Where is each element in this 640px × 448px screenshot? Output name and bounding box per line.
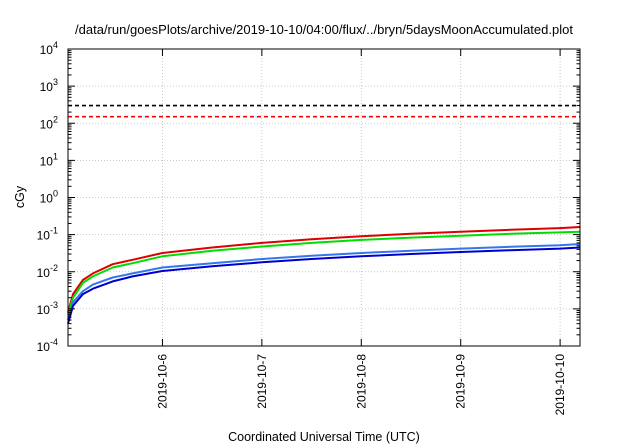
- y-tick-base: 10: [40, 192, 54, 206]
- y-tick-base: 10: [40, 154, 54, 168]
- y-tick-label: 104: [40, 40, 58, 57]
- y-tick-base: 10: [40, 80, 54, 94]
- y-tick-label: 10-3: [37, 300, 58, 317]
- x-tick-label: 2019-10-7: [255, 354, 269, 409]
- y-tick-base: 10: [37, 340, 51, 354]
- y-tick-label: 100: [40, 189, 58, 206]
- series-line: [67, 243, 581, 321]
- x-tick-label: 2019-10-9: [454, 354, 468, 409]
- y-tick-base: 10: [37, 303, 51, 317]
- y-tick-label: 10-4: [37, 337, 58, 354]
- grid: [68, 49, 580, 346]
- y-tick-base: 10: [37, 229, 51, 243]
- series-line: [67, 230, 581, 315]
- y-tick-exponent: -1: [50, 226, 58, 236]
- x-axis-ticks: 2019-10-6 2019-10-7 2019-10-8 2019-10-9 2019…: [155, 49, 567, 415]
- y-tick-label: 102: [40, 114, 58, 131]
- chart-title: /data/run/goesPlots/archive/2019-10-10/0…: [75, 22, 573, 37]
- y-tick-exponent: -4: [50, 337, 58, 347]
- threshold-lines: [68, 104, 580, 118]
- y-tick-base: 10: [37, 266, 51, 280]
- y-tick-base: 10: [40, 43, 54, 57]
- x-tick-label: 2019-10-8: [354, 354, 368, 409]
- y-tick-exponent: 3: [53, 77, 58, 87]
- y-tick-label: 10-2: [37, 263, 58, 280]
- series-line: [67, 246, 581, 324]
- x-axis-label: Coordinated Universal Time (UTC): [228, 430, 420, 444]
- x-tick-label: 2019-10-6: [155, 354, 169, 409]
- y-tick-label: 101: [40, 151, 58, 168]
- x-tick-label: 2019-10-10: [553, 354, 567, 416]
- y-tick-exponent: -3: [50, 300, 58, 310]
- y-axis-label: cGy: [13, 185, 27, 208]
- y-tick-exponent: 2: [53, 114, 58, 124]
- y-tick-exponent: 0: [53, 189, 58, 199]
- y-tick-base: 10: [40, 117, 54, 131]
- y-tick-exponent: -2: [50, 263, 58, 273]
- y-tick-label: 10-1: [37, 226, 58, 243]
- y-tick-exponent: 4: [53, 40, 58, 50]
- y-tick-exponent: 1: [53, 151, 58, 161]
- series-lines: [67, 226, 581, 324]
- y-tick-label: 103: [40, 77, 58, 94]
- series-line: [67, 226, 581, 313]
